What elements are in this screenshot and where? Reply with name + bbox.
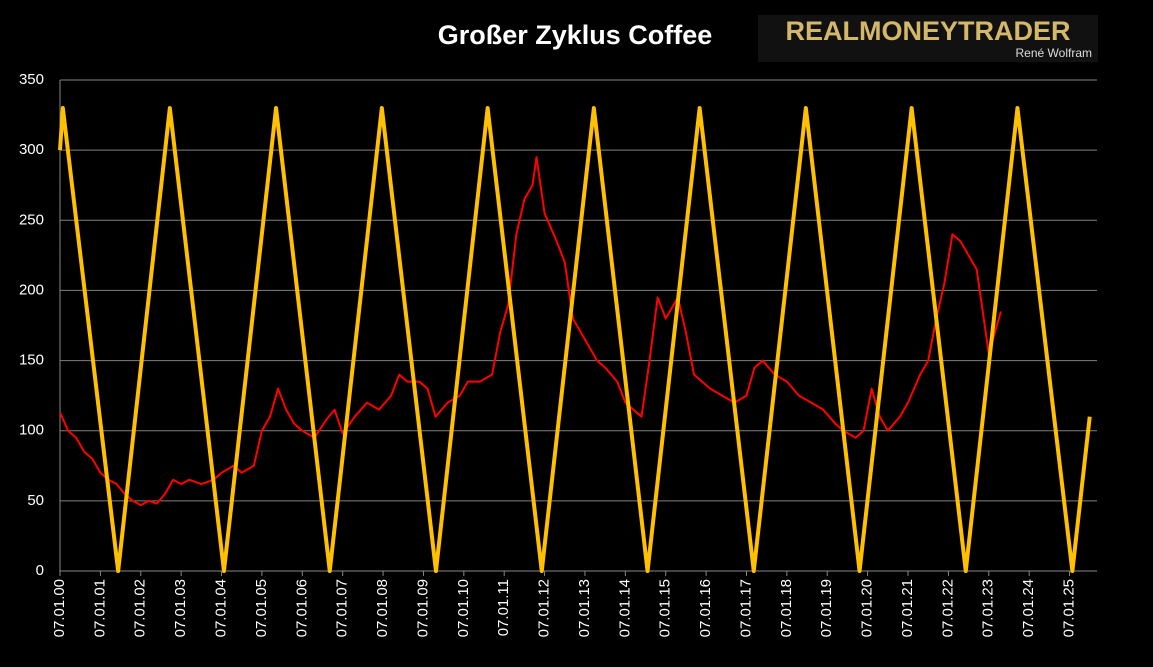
logo-box [758, 15, 1098, 62]
x-tick-label: 07.01.07 [334, 579, 351, 637]
x-tick-label: 07.01.13 [576, 579, 593, 637]
x-tick-label: 07.01.25 [1061, 579, 1078, 637]
x-tick-label: 07.01.21 [899, 579, 916, 637]
x-tick-label: 07.01.19 [818, 579, 835, 637]
x-tick-label: 07.01.16 [697, 579, 714, 637]
y-tick-label: 300 [19, 141, 44, 158]
series-line [58, 106, 1092, 573]
x-tick-label: 07.01.06 [293, 579, 310, 637]
y-tick-label: 100 [19, 422, 44, 439]
x-tick-label: 07.01.04 [212, 579, 229, 637]
x-tick-label: 07.01.20 [859, 579, 876, 637]
y-tick-label: 350 [19, 71, 44, 88]
logo-brand: REALMONEYTRADER [785, 16, 1070, 46]
y-tick-label: 0 [36, 562, 44, 579]
x-tick-label: 07.01.08 [374, 579, 391, 637]
x-tick-label: 07.01.22 [939, 579, 956, 637]
x-tick-label: 07.01.00 [51, 579, 68, 637]
y-tick-label: 50 [27, 492, 44, 509]
x-tick-label: 07.01.15 [657, 579, 674, 637]
chart-title: Großer Zyklus Coffee [438, 20, 713, 50]
x-tick-label: 07.01.03 [172, 579, 189, 637]
x-tick-label: 07.01.11 [495, 579, 512, 636]
y-tick-label: 250 [19, 211, 44, 228]
x-tick-label: 07.01.01 [91, 579, 108, 637]
logo-author: René Wolfram [1016, 46, 1092, 60]
x-tick-label: 07.01.23 [980, 579, 997, 637]
y-tick-label: 200 [19, 281, 44, 298]
series-line [59, 156, 1002, 507]
x-tick-label: 07.01.02 [132, 579, 149, 637]
x-tick-label: 07.01.05 [253, 579, 270, 637]
x-tick-label: 07.01.24 [1020, 579, 1037, 637]
x-tick-label: 07.01.09 [414, 579, 431, 637]
x-tick-label: 07.01.12 [536, 579, 553, 637]
x-tick-label: 07.01.14 [616, 579, 633, 637]
y-tick-label: 150 [19, 352, 44, 369]
x-tick-label: 07.01.18 [778, 579, 795, 637]
x-tick-label: 07.01.10 [455, 579, 472, 637]
x-tick-label: 07.01.17 [737, 579, 754, 637]
